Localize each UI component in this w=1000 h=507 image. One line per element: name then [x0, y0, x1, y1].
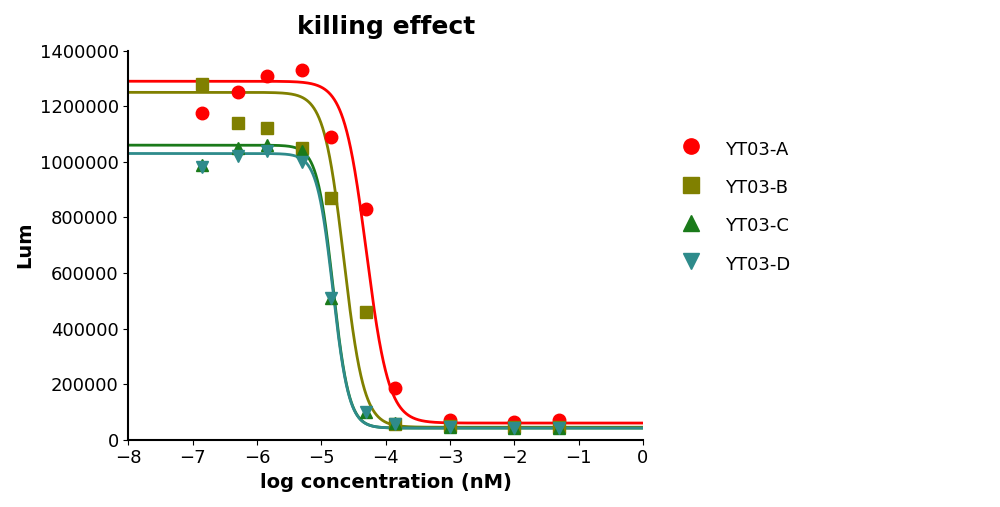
- Line: YT03-D: YT03-D: [197, 145, 565, 433]
- YT03-A: [232, 89, 244, 95]
- YT03-B: [553, 424, 565, 430]
- YT03-D: [296, 159, 308, 165]
- YT03-D: [196, 164, 208, 170]
- YT03-A: [553, 417, 565, 423]
- YT03-D: [444, 424, 456, 430]
- Legend: YT03-A, YT03-B, YT03-C, YT03-D: YT03-A, YT03-B, YT03-C, YT03-D: [662, 129, 800, 284]
- Y-axis label: Lum: Lum: [15, 222, 34, 268]
- YT03-B: [360, 309, 372, 315]
- YT03-A: [296, 67, 308, 73]
- YT03-C: [360, 409, 372, 415]
- YT03-B: [196, 81, 208, 87]
- Line: YT03-B: YT03-B: [197, 79, 565, 433]
- YT03-C: [296, 148, 308, 154]
- YT03-C: [325, 295, 337, 301]
- Title: killing effect: killing effect: [297, 15, 475, 39]
- YT03-A: [444, 417, 456, 423]
- YT03-D: [325, 295, 337, 301]
- YT03-B: [296, 145, 308, 151]
- YT03-D: [508, 425, 520, 431]
- X-axis label: log concentration (nM): log concentration (nM): [260, 473, 512, 492]
- YT03-A: [389, 385, 401, 391]
- Line: YT03-A: YT03-A: [196, 64, 566, 428]
- YT03-B: [232, 120, 244, 126]
- YT03-D: [232, 153, 244, 159]
- YT03-A: [196, 110, 208, 116]
- Line: YT03-C: YT03-C: [197, 139, 565, 433]
- YT03-C: [444, 424, 456, 430]
- YT03-A: [261, 73, 273, 79]
- YT03-C: [196, 162, 208, 168]
- YT03-A: [325, 134, 337, 140]
- YT03-C: [508, 425, 520, 431]
- YT03-D: [553, 425, 565, 431]
- YT03-D: [261, 148, 273, 154]
- YT03-B: [325, 195, 337, 201]
- YT03-A: [508, 419, 520, 425]
- YT03-D: [389, 421, 401, 427]
- YT03-A: [360, 206, 372, 212]
- YT03-B: [444, 423, 456, 429]
- YT03-B: [261, 125, 273, 131]
- YT03-C: [261, 142, 273, 148]
- YT03-D: [360, 409, 372, 415]
- YT03-C: [553, 425, 565, 431]
- YT03-B: [389, 421, 401, 427]
- YT03-C: [389, 420, 401, 426]
- YT03-C: [232, 145, 244, 151]
- YT03-B: [508, 424, 520, 430]
